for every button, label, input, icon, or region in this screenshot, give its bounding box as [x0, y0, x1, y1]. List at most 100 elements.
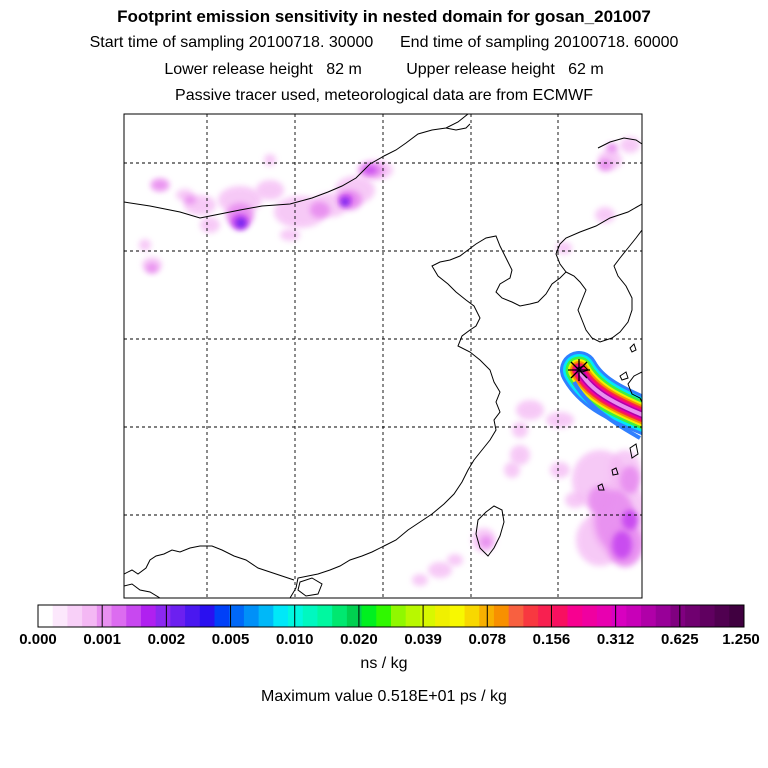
colorbar-cell [199, 605, 215, 627]
sensitivity-patch [152, 180, 168, 190]
colorbar-cell [38, 605, 54, 627]
sensitivity-patch [236, 218, 246, 228]
island-outline [475, 505, 505, 557]
colorbar-cell [391, 605, 407, 627]
plume-band [577, 368, 642, 417]
sensitivity-patch [139, 239, 151, 251]
colorbar-cell [288, 605, 304, 627]
colorbar-tick-label: 1.250 [722, 631, 760, 648]
maximum-value-text: Maximum value 0.518E+01 ps / kg [261, 688, 507, 705]
colorbar-cell [729, 605, 745, 627]
sensitivity-patch [606, 143, 618, 153]
island-outline [297, 577, 323, 597]
colorbar-cell [435, 605, 451, 627]
colorbar-cell [449, 605, 466, 627]
colorbar-tick-label: 0.625 [661, 631, 699, 648]
colorbar-cell [52, 605, 68, 627]
tracer-info-line: Passive tracer used, meteorological data… [175, 87, 593, 104]
colorbar-cell [714, 605, 730, 627]
colorbar-cell [626, 605, 642, 627]
sensitivity-patch [480, 536, 492, 548]
sensitivity-patch [516, 400, 544, 420]
colorbar-cell [273, 605, 289, 627]
colorbar-cell [582, 605, 598, 627]
sensitivity-patch [620, 466, 640, 494]
colorbar-cell [214, 605, 230, 627]
sensitivity-patch [218, 186, 262, 214]
island-outline [629, 443, 639, 459]
sensitivity-patch [280, 229, 300, 241]
colorbar-tick-label: 0.156 [533, 631, 571, 648]
colorbar-cell [317, 605, 333, 627]
colorbar-cell [508, 605, 524, 627]
release-height-line: Lower release height 82 m Upper release … [164, 61, 604, 78]
map-frame [123, 113, 643, 599]
colorbar-cell [670, 605, 686, 627]
colorbar-cell [538, 605, 554, 627]
sensitivity-patch [341, 198, 349, 206]
colorbar-cell [346, 605, 363, 627]
colorbar-cell [67, 605, 83, 627]
island-outline [597, 483, 605, 491]
island-outline [629, 343, 637, 353]
colorbar-cell [493, 605, 510, 627]
colorbar-cell [96, 605, 113, 627]
colorbar-tick-label: 0.000 [19, 631, 57, 648]
coastline [597, 137, 642, 149]
colorbar-unit: ns / kg [360, 655, 408, 672]
colorbar-tick-label: 0.039 [404, 631, 442, 648]
sensitivity-patch [546, 412, 574, 428]
colorbar-cell [126, 605, 142, 627]
graticule [124, 114, 642, 598]
sensitivity-patch [310, 202, 330, 218]
plume-band [572, 381, 641, 440]
colorbar-cell [155, 605, 171, 627]
colorbar-cell [258, 605, 274, 627]
colorbar-cell [302, 605, 318, 627]
sensitivity-patch [264, 154, 276, 166]
colorbar-cell [596, 605, 613, 627]
colorbar-tick-label: 0.312 [597, 631, 635, 648]
sensitivity-field [139, 137, 642, 586]
sensitivity-patch [428, 562, 452, 578]
border-line [124, 114, 469, 219]
colorbar-cell [111, 605, 127, 627]
plume-bands [560, 351, 642, 440]
border-line [445, 123, 471, 131]
sensitivity-patch [512, 422, 528, 438]
sensitivity-patch [447, 554, 463, 566]
colorbar-tick-label: 0.010 [276, 631, 314, 648]
colorbar-cell [655, 605, 671, 627]
colorbar-cell [699, 605, 716, 627]
colorbar-cell [641, 605, 657, 627]
sensitivity-patch [550, 462, 570, 478]
sampling-time-line: Start time of sampling 20100718. 30000 E… [89, 34, 679, 51]
map-title: Footprint emission sensitivity in nested… [117, 7, 651, 26]
colorbar-cell [420, 605, 436, 627]
colorbar-frame [37, 604, 745, 628]
colorbar-cell [552, 605, 568, 627]
colorbar-labels: 0.000 0.001 0.002 0.005 0.010 0.020 0.039 0.078… [19, 631, 760, 648]
sensitivity-patch [146, 263, 158, 273]
colorbar-tick-label: 0.005 [212, 631, 250, 648]
colorbar-cell [685, 605, 701, 627]
colorbar-cell [611, 605, 627, 627]
border-line [124, 583, 161, 598]
colorbar-cell [140, 605, 157, 627]
colorbar-tick-label: 0.020 [340, 631, 378, 648]
colorbar-cell [185, 605, 201, 627]
coastlines-borders [124, 114, 642, 598]
sensitivity-patch [200, 217, 220, 233]
colorbar-tick-label: 0.078 [468, 631, 506, 648]
colorbar-cell [243, 605, 260, 627]
colorbar-cell [82, 605, 98, 627]
island-outline [619, 371, 629, 381]
sensitivity-patch [565, 492, 585, 508]
coastline [289, 203, 642, 598]
sensitivity-patch [184, 196, 196, 204]
sensitivity-patch [412, 574, 428, 586]
colorbar-cell [229, 605, 245, 627]
colorbar-tick-label: 0.002 [148, 631, 186, 648]
